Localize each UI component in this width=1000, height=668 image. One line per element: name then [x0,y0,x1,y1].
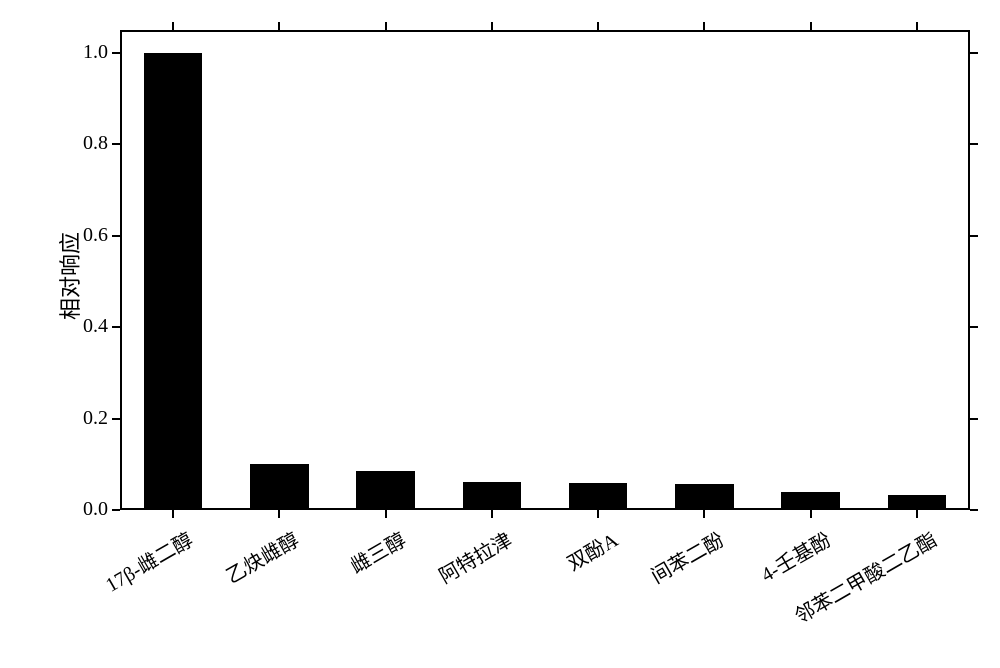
x-tick [810,510,812,518]
y-tick [112,143,120,145]
bar [675,484,733,510]
x-tick [703,22,705,30]
x-tick-label: 雌三醇 [214,524,410,654]
x-tick [597,22,599,30]
y-tick-label: 0.4 [83,315,108,338]
y-tick [112,235,120,237]
y-tick [970,52,978,54]
bar [888,495,946,510]
bar [463,482,521,510]
x-tick [385,510,387,518]
y-tick-label: 1.0 [83,41,108,64]
y-tick-label: 0.8 [83,132,108,155]
x-tick [491,22,493,30]
x-tick-label: 阿特拉津 [320,524,516,654]
bar [781,492,839,510]
x-tick [385,22,387,30]
y-tick [112,326,120,328]
x-tick-label: 邻苯二甲酸二乙酯 [745,524,941,654]
y-tick-label: 0.2 [83,407,108,430]
bar [356,471,414,510]
x-tick [491,510,493,518]
y-tick [970,509,978,511]
x-tick [172,22,174,30]
x-tick-label: 间苯二酚 [533,524,729,654]
bar [250,464,308,510]
x-tick-label: 乙炔雌醇 [108,524,304,654]
x-tick [172,510,174,518]
x-tick-label: 17β-雌二醇 [1,524,197,654]
x-tick [916,22,918,30]
y-tick [112,418,120,420]
y-tick [112,52,120,54]
y-tick [970,418,978,420]
x-tick [916,510,918,518]
x-tick-label: 4-壬基酚 [639,524,835,654]
bar [144,53,202,510]
chart-container: 相对响应 0.0 0.2 0.4 0.6 0.8 1.0 17β-雌二醇乙炔雌醇雌三醇阿特拉… [0,0,1000,668]
x-tick [278,22,280,30]
y-tick-label: 0.0 [83,498,108,521]
x-tick [703,510,705,518]
y-tick [970,326,978,328]
x-tick [810,22,812,30]
y-tick [970,143,978,145]
bar [569,483,627,510]
x-tick [278,510,280,518]
y-axis-label: 相对响应 [53,232,85,320]
y-tick [112,509,120,511]
y-tick [970,235,978,237]
x-tick [597,510,599,518]
plot-area [120,30,970,510]
x-tick-label: 双酚A [426,524,622,654]
y-tick-label: 0.6 [83,224,108,247]
